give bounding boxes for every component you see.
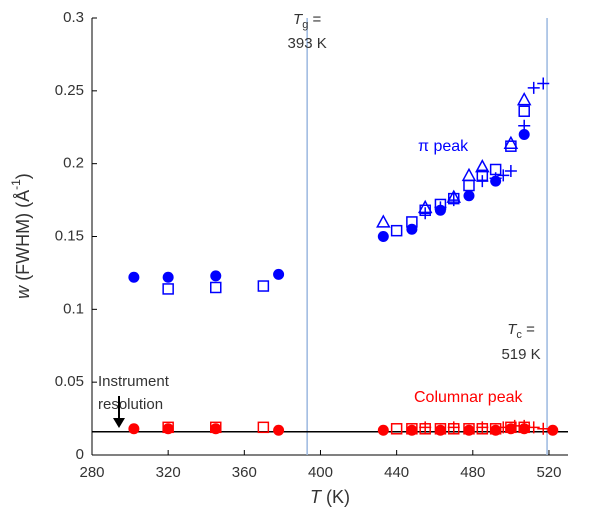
marker-circle xyxy=(273,268,285,280)
marker-triangle xyxy=(516,92,532,106)
marker-circle xyxy=(377,424,389,436)
marker-plus xyxy=(527,81,540,94)
x-axis-label: T (K) xyxy=(310,487,350,507)
marker-plus xyxy=(419,421,432,434)
label-sub: g xyxy=(302,19,308,31)
marker-plus xyxy=(527,421,540,434)
y-tick-label: 0.3 xyxy=(63,9,84,26)
label-text: = xyxy=(308,11,321,28)
marker-circle xyxy=(406,424,418,436)
marker-plus xyxy=(537,422,550,435)
label-symbol: T xyxy=(507,321,518,338)
marker-circle xyxy=(128,423,140,435)
y-tick-label: 0.2 xyxy=(63,155,84,172)
marker-square xyxy=(406,216,418,228)
marker-square xyxy=(210,421,222,434)
x-tick-label: 480 xyxy=(460,464,485,481)
marker-square xyxy=(257,280,270,292)
marker-plus xyxy=(504,164,517,177)
annotation: π peak xyxy=(418,138,469,155)
annotation: Columnar peak xyxy=(414,389,524,406)
marker-square xyxy=(489,423,502,435)
marker-circle xyxy=(128,271,140,283)
reference-label: 519 K xyxy=(501,346,540,363)
y-label-symbol: w xyxy=(13,285,33,299)
reference-label: Tg = xyxy=(293,11,321,31)
marker-plus xyxy=(489,172,502,185)
marker-plus xyxy=(447,194,460,207)
marker-plus xyxy=(518,119,531,132)
marker-circle xyxy=(273,424,285,436)
marker-plus xyxy=(537,77,550,90)
marker-plus xyxy=(518,419,531,432)
marker-square xyxy=(162,283,174,295)
resolution-label: Instrument xyxy=(98,373,170,390)
marker-triangle xyxy=(475,159,490,173)
marker-plus xyxy=(497,169,510,182)
marker-square xyxy=(406,423,418,435)
x-tick-label: 360 xyxy=(232,464,257,481)
marker-circle xyxy=(547,424,559,436)
x-tick-label: 280 xyxy=(79,464,104,481)
marker-circle xyxy=(210,423,222,435)
marker-circle xyxy=(377,231,389,242)
marker-plus xyxy=(434,201,447,214)
marker-square xyxy=(434,423,447,435)
x-label-text: (K) xyxy=(321,487,350,507)
marker-square xyxy=(257,421,270,434)
marker-circle xyxy=(162,423,174,435)
marker-square xyxy=(210,281,222,294)
marker-square xyxy=(390,423,403,435)
marker-circle xyxy=(210,270,222,282)
marker-circle xyxy=(406,223,418,235)
label-symbol: T xyxy=(293,11,304,28)
reference-label: Tc = xyxy=(507,321,535,341)
reference-label: 393 K xyxy=(288,35,327,52)
y-label-end: ) xyxy=(13,173,33,179)
arrow-head xyxy=(113,418,125,428)
y-axis-label: w (FWHM) (Å-1) xyxy=(9,173,33,299)
marker-plus xyxy=(419,207,432,220)
y-tick-label: 0.15 xyxy=(55,227,84,244)
marker-plus xyxy=(447,421,460,434)
marker-triangle xyxy=(503,135,519,150)
y-label-text: (FWHM) (Å xyxy=(13,190,33,286)
marker-circle xyxy=(518,129,530,141)
y-tick-label: 0 xyxy=(76,446,84,463)
y-tick-label: 0.25 xyxy=(55,82,84,99)
x-tick-label: 320 xyxy=(156,464,181,481)
marker-square xyxy=(518,105,530,117)
x-tick-label: 440 xyxy=(384,464,409,481)
marker-circle xyxy=(434,424,446,436)
x-tick-label: 520 xyxy=(536,464,561,481)
resolution-label: resolution xyxy=(98,396,163,413)
x-label-symbol: T xyxy=(310,487,323,507)
y-tick-label: 0.1 xyxy=(63,300,84,317)
marker-square xyxy=(463,179,475,192)
marker-triangle xyxy=(376,214,391,228)
marker-circle xyxy=(162,271,174,283)
marker-circle xyxy=(463,190,475,202)
marker-square xyxy=(463,423,475,435)
marker-circle xyxy=(463,424,475,436)
marker-plus xyxy=(497,421,510,434)
label-text: = xyxy=(522,321,535,338)
marker-plus xyxy=(476,421,489,434)
marker-plus xyxy=(476,175,489,188)
y-tick-label: 0.05 xyxy=(55,373,84,390)
marker-square xyxy=(390,224,403,237)
marker-square xyxy=(162,421,174,434)
x-tick-label: 400 xyxy=(308,464,333,481)
marker-triangle xyxy=(461,167,477,182)
y-label-sup: -1 xyxy=(9,179,23,190)
label-sub: c xyxy=(516,329,522,341)
